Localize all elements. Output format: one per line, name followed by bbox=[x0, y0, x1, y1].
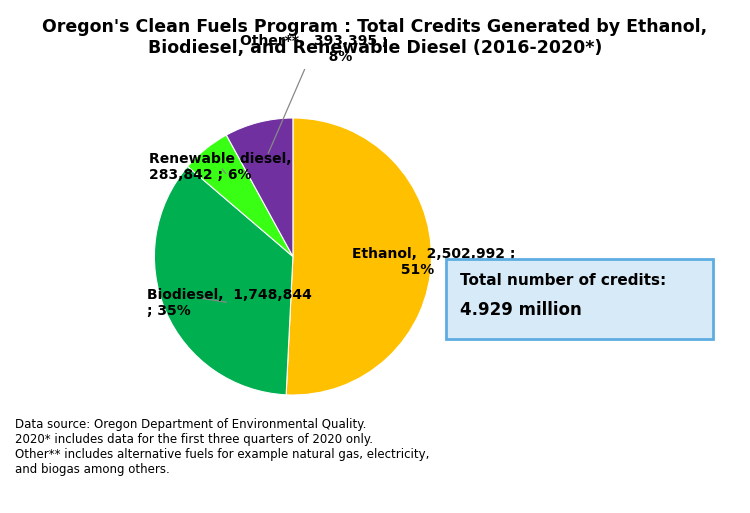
Wedge shape bbox=[226, 118, 293, 256]
Text: Oregon's Clean Fuels Program : Total Credits Generated by Ethanol,
Biodiesel, an: Oregon's Clean Fuels Program : Total Cre… bbox=[43, 18, 707, 57]
Text: Ethanol,  2,502,992 ;
          51%: Ethanol, 2,502,992 ; 51% bbox=[352, 247, 515, 277]
Text: Renewable diesel,
283,842 ; 6%: Renewable diesel, 283,842 ; 6% bbox=[149, 152, 292, 182]
Wedge shape bbox=[188, 135, 293, 256]
Text: Biodiesel,  1,748,844
; 35%: Biodiesel, 1,748,844 ; 35% bbox=[147, 288, 311, 318]
Wedge shape bbox=[286, 118, 431, 395]
Wedge shape bbox=[154, 167, 293, 395]
Text: Data source: Oregon Department of Environmental Quality.
2020* includes data for: Data source: Oregon Department of Enviro… bbox=[15, 418, 429, 476]
Text: Other**,  393,395 ;
           8%: Other**, 393,395 ; 8% bbox=[240, 34, 387, 153]
Text: Total number of credits:: Total number of credits: bbox=[460, 273, 666, 288]
Text: 4.929 million: 4.929 million bbox=[460, 301, 581, 319]
